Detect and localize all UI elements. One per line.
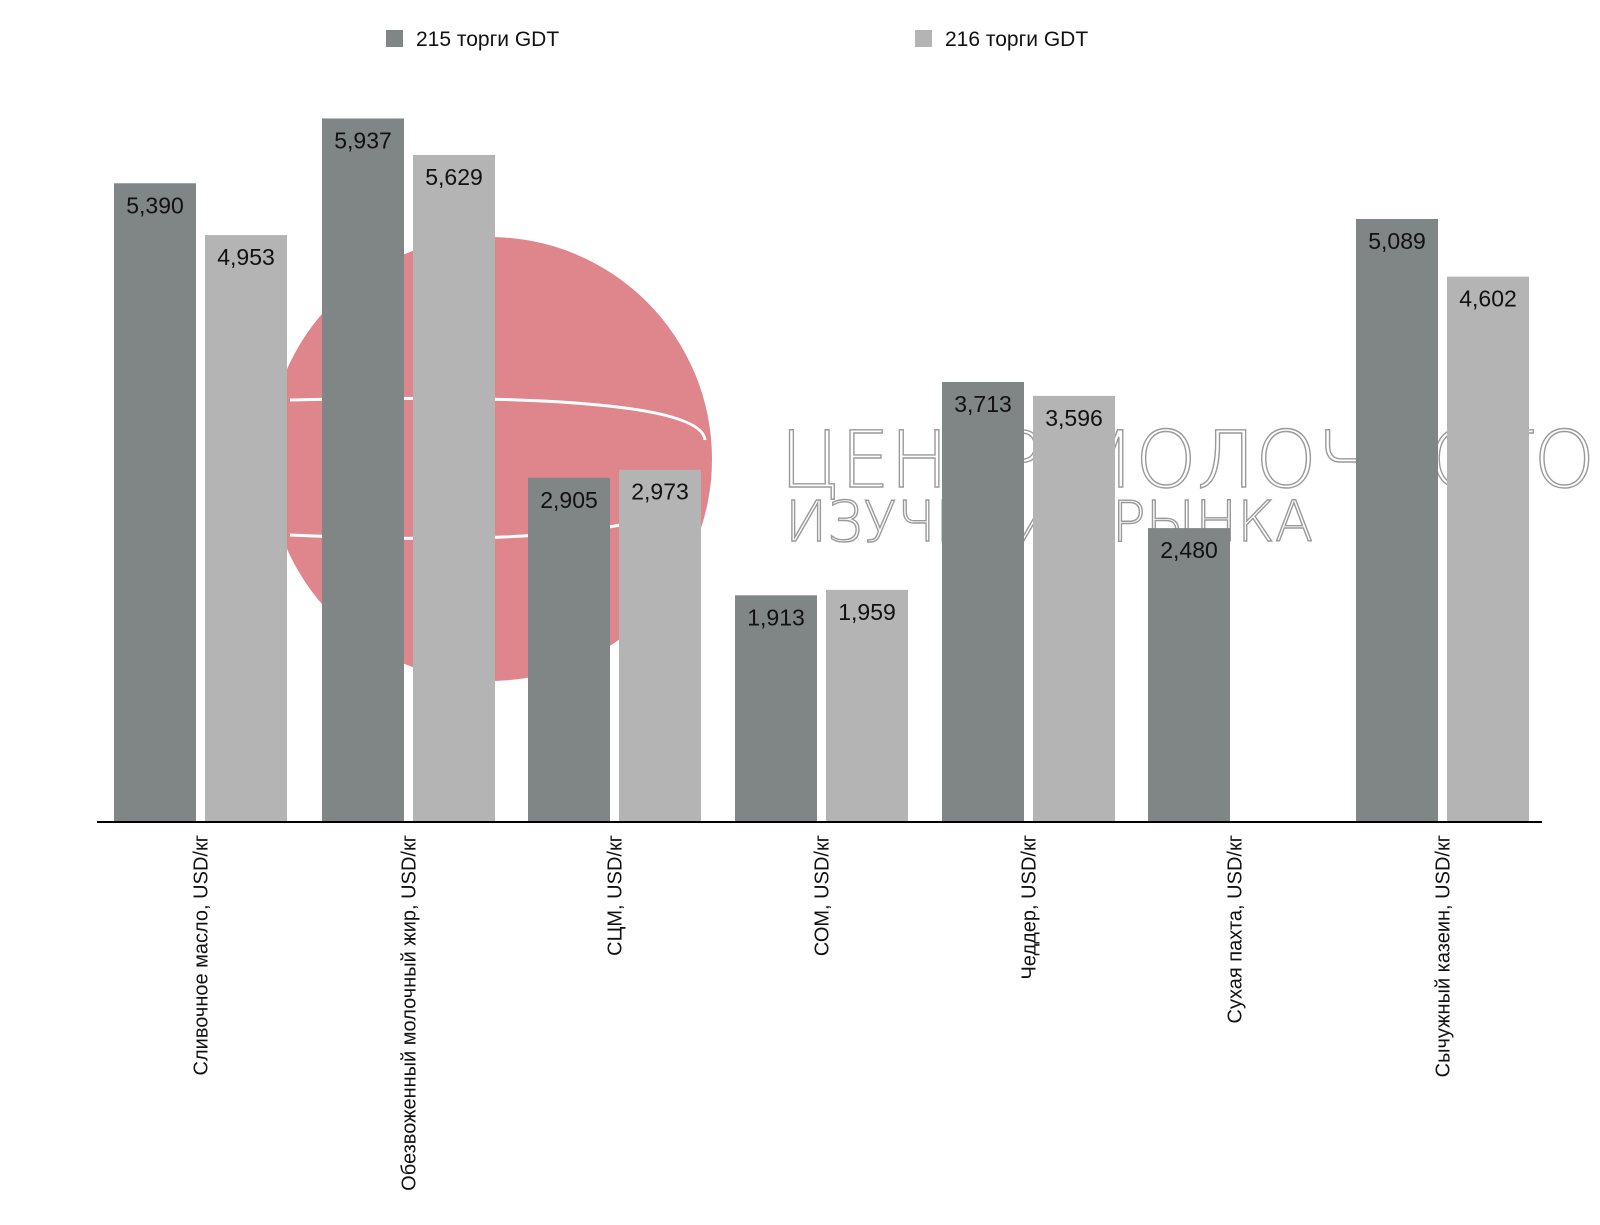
legend-swatch [915, 30, 932, 47]
data-label: 2,905 [540, 487, 598, 513]
x-tick-label: Сычужный казеин, USD/кг [1433, 835, 1455, 1077]
bar [413, 154, 495, 822]
legend-label: 215 торги GDT [416, 28, 559, 51]
data-label: 4,602 [1459, 286, 1517, 312]
data-label: 1,913 [747, 604, 805, 630]
data-labels-layer: 5,390 4,953 5,937 5,629 2,905 2,973 1,913 1,959… [126, 127, 1517, 630]
bar [942, 382, 1024, 822]
legend: 215 торги GDT 216 торги GDT [386, 28, 1088, 51]
data-label: 2,480 [1160, 537, 1218, 563]
data-label: 5,390 [126, 192, 184, 218]
bar [528, 477, 610, 822]
data-label: 5,629 [425, 164, 483, 190]
bar [619, 469, 701, 822]
data-label: 3,596 [1045, 405, 1103, 431]
bar [1033, 395, 1115, 822]
x-tick-label: СЦМ, USD/кг [605, 835, 627, 956]
x-tick-label: Сливочное масло, USD/кг [191, 835, 213, 1075]
bar [826, 589, 908, 822]
bar [1447, 276, 1529, 823]
x-tick-label: Чеддер, USD/кг [1019, 835, 1041, 980]
legend-swatch [386, 30, 403, 47]
bar [1148, 528, 1230, 822]
data-label: 2,973 [631, 479, 689, 505]
x-tick-label: Обезвоженный молочный жир, USD/кг [399, 835, 421, 1191]
data-label: 5,089 [1368, 228, 1426, 254]
bar [205, 235, 287, 822]
bar [1356, 218, 1438, 823]
bar [114, 183, 196, 822]
data-label: 4,953 [217, 244, 275, 270]
bar [735, 595, 817, 822]
x-tick-label: Сухая пахта, USD/кг [1225, 835, 1247, 1023]
data-label: 5,937 [334, 127, 392, 153]
data-label: 3,713 [954, 391, 1012, 417]
bars-layer [114, 118, 1529, 823]
legend-label: 216 торги GDT [945, 28, 1088, 51]
x-tick-label: СОМ, USD/кг [812, 835, 834, 956]
data-label: 1,959 [838, 599, 896, 625]
bar [322, 118, 404, 822]
x-tick-labels: Сливочное масло, USD/кг Обезвоженный моло… [191, 835, 1455, 1191]
